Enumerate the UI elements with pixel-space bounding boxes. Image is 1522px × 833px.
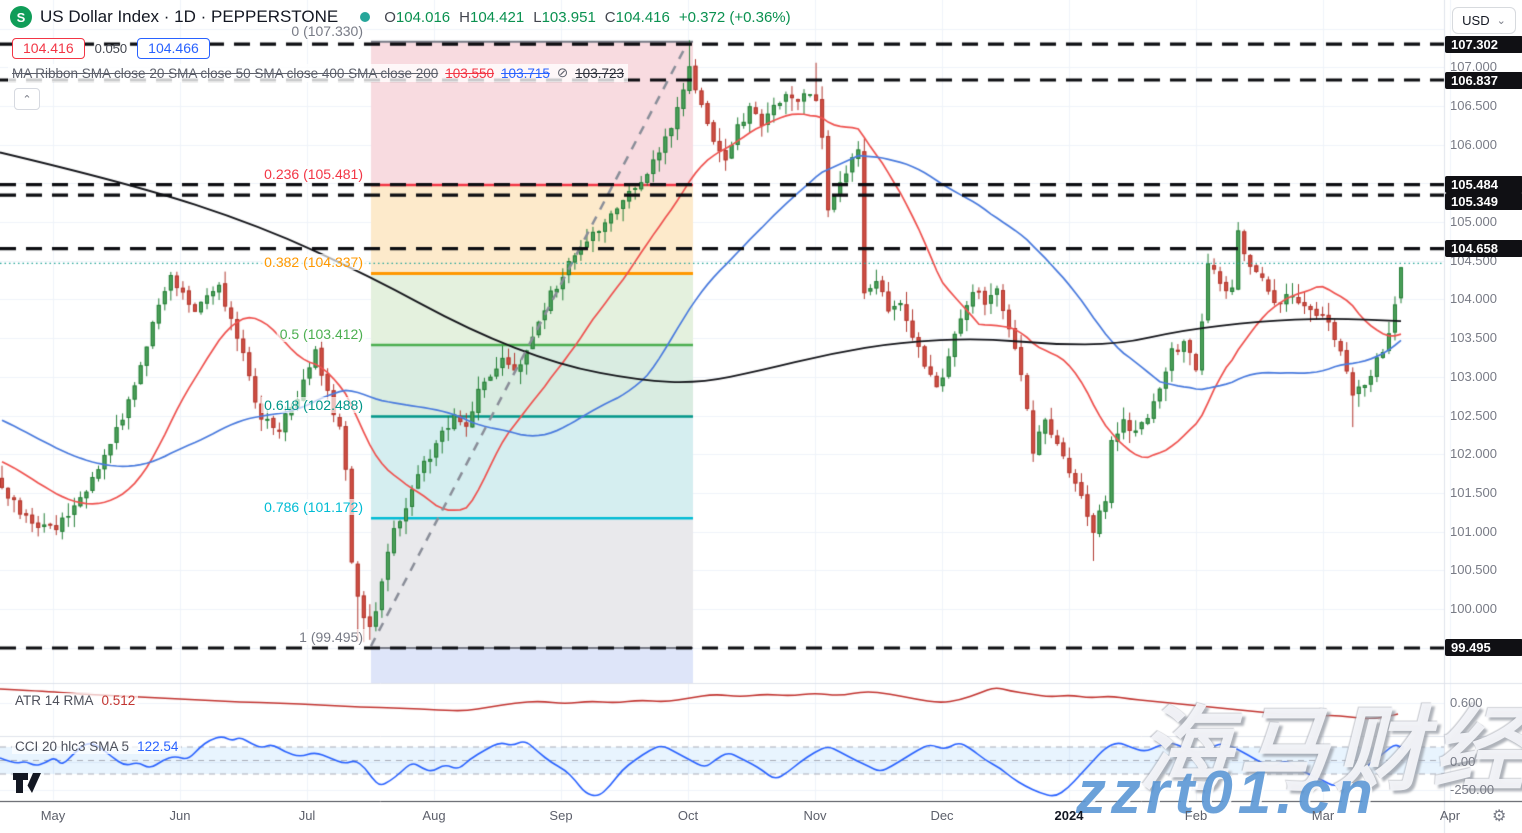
time-axis-label: Nov xyxy=(803,808,827,823)
time-axis-label: Apr xyxy=(1439,808,1461,823)
price-axis-alert-label: 107.302 xyxy=(1445,35,1522,53)
ma-sma20-value: 103.550 xyxy=(445,65,495,81)
ma-ribbon-legend[interactable]: MA Ribbon SMA close 20 SMA close 50 SMA … xyxy=(8,64,628,82)
ma-sma400-empty-icon: ⊘ xyxy=(556,65,569,80)
pepperstone-logo-icon: S xyxy=(10,6,32,28)
spread-value: 0.050 xyxy=(94,41,128,56)
price-axis-label: 100.000 xyxy=(1450,600,1497,616)
buy-ask-button[interactable]: 104.466 xyxy=(137,38,210,59)
time-axis-label: Sep xyxy=(549,808,573,823)
price-axis-label: 103.500 xyxy=(1450,330,1497,346)
cci-legend[interactable]: CCI 20 hlc3 SMA 5 122.54 xyxy=(12,739,182,754)
ohlc-open: O104.016 xyxy=(384,8,451,26)
price-axis-alert-label: 106.837 xyxy=(1445,71,1522,89)
price-axis-currency-dropdown[interactable]: USD ⌄ xyxy=(1452,7,1516,34)
price-axis-label: 101.000 xyxy=(1450,523,1497,539)
price-axis-label: 104.000 xyxy=(1450,291,1497,307)
sell-bid-button[interactable]: 104.416 xyxy=(12,38,85,59)
settings-gear-icon[interactable]: ⚙ xyxy=(1492,808,1507,825)
ma-sma200-value: 103.723 xyxy=(575,65,624,81)
time-axis-label: Jul xyxy=(298,808,316,823)
cci-value: 122.54 xyxy=(137,739,179,754)
symbol-title[interactable]: US Dollar Index · 1D · PEPPERSTONE xyxy=(40,7,339,26)
atr-value: 0.512 xyxy=(101,693,136,708)
price-axis-label: 100.500 xyxy=(1450,562,1497,578)
ohlc-low: L103.951 xyxy=(533,8,596,26)
market-status-dot-icon xyxy=(360,12,371,22)
time-axis-label: Feb xyxy=(1184,808,1208,823)
ma-sma50-value: 103.715 xyxy=(501,65,550,81)
time-axis-label: Oct xyxy=(677,808,699,823)
price-axis-label: 106.000 xyxy=(1450,136,1497,152)
time-axis-label: Jun xyxy=(169,808,191,823)
atr-legend[interactable]: ATR 14 RMA 0.512 xyxy=(12,693,139,708)
price-axis-label: 101.500 xyxy=(1450,484,1497,500)
ohlc-readout: O104.016 H104.421 L103.951 C104.416 +0.3… xyxy=(384,9,790,26)
price-axis-label: 103.000 xyxy=(1450,368,1497,384)
price-axis-alert-label: 105.484 xyxy=(1445,176,1522,194)
time-axis-label: May xyxy=(40,808,66,823)
price-axis-label: 106.500 xyxy=(1450,98,1497,114)
ohlc-close: C104.416 xyxy=(604,8,670,26)
fib-level-label: 1 (99.495) xyxy=(296,628,366,645)
time-axis-label: Aug xyxy=(422,808,446,823)
fib-level-label: 0.618 (102.488) xyxy=(261,397,366,414)
quote-row: 104.416 0.050 104.466 xyxy=(12,38,210,59)
fib-level-label: 0.236 (105.481) xyxy=(261,165,366,182)
fib-level-label: 0.382 (104.337) xyxy=(261,254,366,271)
time-axis-label: 2024 xyxy=(1054,808,1084,823)
fib-level-label: 0.5 (103.412) xyxy=(276,325,366,342)
price-axis-label: 102.000 xyxy=(1450,446,1497,462)
tradingview-logo-icon[interactable] xyxy=(12,772,42,799)
ohlc-high: H104.421 xyxy=(459,8,525,26)
time-axis-label: Mar xyxy=(1311,808,1335,823)
price-axis-label: 105.000 xyxy=(1450,214,1497,230)
collapse-panel-button[interactable]: ⌃ xyxy=(14,88,40,110)
price-axis-alert-label: 99.495 xyxy=(1445,639,1522,657)
chevron-down-icon: ⌄ xyxy=(1496,15,1506,27)
price-axis-alert-label: 104.658 xyxy=(1445,240,1522,258)
indicator-axis-label: -250.00 xyxy=(1450,782,1495,797)
ma-ribbon-label: MA Ribbon SMA close 20 SMA close 50 SMA … xyxy=(12,65,439,81)
currency-label: USD xyxy=(1462,13,1490,28)
indicator-axis-label: 0.00 xyxy=(1450,754,1476,769)
price-axis-alert-label: 105.349 xyxy=(1445,193,1522,211)
price-axis-label: 107.000 xyxy=(1450,59,1497,75)
price-axis-label: 102.500 xyxy=(1450,407,1497,423)
fib-level-label: 0 (107.330) xyxy=(288,22,366,39)
indicator-axis-label: 0.600 xyxy=(1450,695,1483,710)
fib-level-label: 0.786 (101.172) xyxy=(261,499,366,516)
ohlc-change: +0.372 (+0.36%) xyxy=(678,8,791,26)
symbol-header[interactable]: S US Dollar Index · 1D · PEPPERSTONE O10… xyxy=(10,6,791,28)
time-axis-label: Dec xyxy=(930,808,954,823)
atr-label: ATR 14 RMA xyxy=(15,693,94,708)
cci-label: CCI 20 hlc3 SMA 5 xyxy=(15,739,130,754)
